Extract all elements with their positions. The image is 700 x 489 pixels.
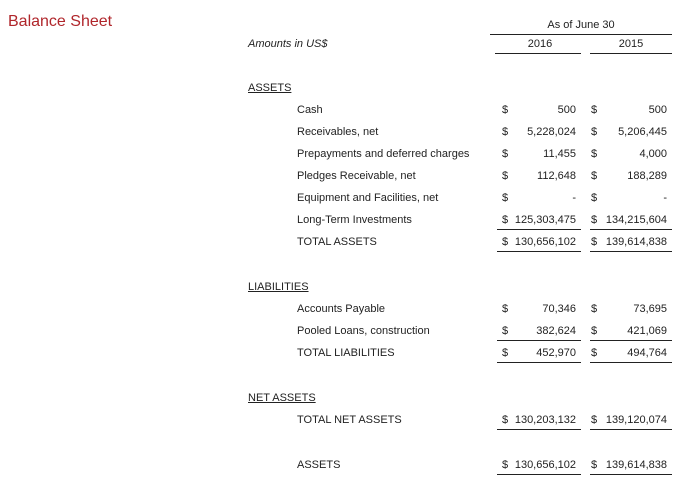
- rule: [590, 229, 672, 230]
- row-label: TOTAL NET ASSETS: [297, 414, 402, 426]
- amount: 139,614,838: [605, 236, 667, 248]
- rule: [590, 340, 672, 341]
- amount: 112,648: [537, 170, 576, 182]
- column-header: 2016: [527, 38, 553, 50]
- currency: $: [591, 414, 598, 426]
- amount: 500: [557, 104, 576, 116]
- currency: $: [502, 104, 509, 116]
- currency: $: [502, 126, 509, 138]
- rule: [497, 362, 581, 363]
- row-label: ASSETS: [297, 459, 341, 471]
- row-label: Equipment and Facilities, net: [297, 192, 439, 204]
- rule: [590, 474, 672, 475]
- rule: [590, 251, 672, 252]
- currency: $: [502, 170, 509, 182]
- currency: $: [502, 148, 509, 160]
- amount: 5,206,445: [618, 126, 667, 138]
- amount: 421,069: [627, 325, 667, 337]
- rule: [497, 429, 581, 430]
- rule: [495, 53, 581, 54]
- currency: $: [591, 303, 598, 315]
- row-label: Accounts Payable: [297, 303, 386, 315]
- amount: -: [572, 192, 576, 204]
- amount: 70,346: [542, 303, 576, 315]
- currency: $: [591, 148, 598, 160]
- section-heading: LIABILITIES: [248, 281, 309, 293]
- currency: $: [502, 236, 509, 248]
- amount: 5,228,024: [527, 126, 576, 138]
- column-header: 2015: [618, 38, 644, 50]
- section-heading: ASSETS: [248, 82, 292, 94]
- rule: [497, 340, 581, 341]
- currency: $: [502, 303, 509, 315]
- row-label: Pooled Loans, construction: [297, 325, 430, 337]
- amount: 130,203,132: [514, 414, 576, 426]
- currency: $: [591, 347, 598, 359]
- amount: 188,289: [627, 170, 667, 182]
- currency: $: [591, 192, 598, 204]
- currency: $: [502, 214, 509, 226]
- row-label: Pledges Receivable, net: [297, 170, 416, 182]
- currency: $: [591, 236, 598, 248]
- amount: 125,303,475: [514, 214, 576, 226]
- amount: 452,970: [536, 347, 576, 359]
- currency: $: [591, 170, 598, 182]
- currency: $: [502, 414, 509, 426]
- amount: 130,656,102: [514, 236, 576, 248]
- amount: 139,614,838: [605, 459, 667, 471]
- rule: [497, 251, 581, 252]
- currency: $: [502, 192, 509, 204]
- currency: $: [502, 459, 509, 471]
- units: Amounts in US$: [248, 38, 328, 50]
- amount: 73,695: [633, 303, 667, 315]
- currency: $: [591, 104, 598, 116]
- row-label: Cash: [297, 104, 323, 116]
- row-label: Long-Term Investments: [297, 214, 412, 226]
- period: As of June 30: [547, 19, 615, 31]
- rule: [590, 429, 672, 430]
- row-label: Receivables, net: [297, 126, 379, 138]
- section-heading: NET ASSETS: [248, 392, 316, 404]
- amount: -: [663, 192, 667, 204]
- rule: [590, 53, 672, 54]
- currency: $: [502, 325, 509, 337]
- amount: 4,000: [639, 148, 667, 160]
- amount: 130,656,102: [514, 459, 576, 471]
- row-label: TOTAL LIABILITIES: [297, 347, 395, 359]
- amount: 494,764: [627, 347, 667, 359]
- currency: $: [591, 214, 598, 226]
- amount: 134,215,604: [605, 214, 667, 226]
- amount: 139,120,074: [605, 414, 667, 426]
- rule: [497, 474, 581, 475]
- rule: [490, 34, 672, 35]
- currency: $: [591, 325, 598, 337]
- row-label: Prepayments and deferred charges: [297, 148, 470, 160]
- currency: $: [591, 126, 598, 138]
- rule: [590, 362, 672, 363]
- row-label: TOTAL ASSETS: [297, 236, 377, 248]
- amount: 382,624: [536, 325, 576, 337]
- currency: $: [502, 347, 509, 359]
- amount: 11,455: [543, 148, 576, 160]
- rule: [497, 229, 581, 230]
- currency: $: [591, 459, 598, 471]
- amount: 500: [648, 104, 667, 116]
- title: Balance Sheet: [8, 13, 113, 30]
